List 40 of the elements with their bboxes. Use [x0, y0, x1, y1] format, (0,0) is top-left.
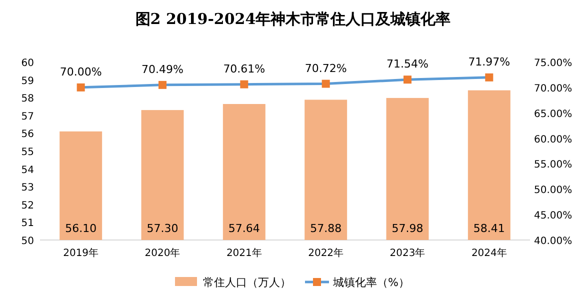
chart-title: 图2 2019-2024年神木市常住人口及城镇化率 — [135, 10, 451, 28]
data-label: 57.98 — [392, 222, 424, 235]
data-label: 58.41 — [473, 222, 505, 235]
data-label: 56.10 — [65, 222, 97, 235]
y2-tick-label: 75.00% — [534, 58, 572, 69]
y-tick-label: 55 — [21, 147, 34, 158]
x-tick-label: 2024年 — [471, 247, 507, 259]
y-tick-label: 54 — [21, 164, 34, 176]
y2-tick-label: 70.00% — [534, 83, 572, 94]
y2-tick-label: 55.00% — [534, 160, 572, 171]
data-label: 71.54% — [386, 58, 428, 71]
data-label: 70.61% — [223, 62, 266, 76]
y-tick-label: 56 — [21, 129, 34, 140]
x-tick-label: 2023年 — [390, 247, 426, 259]
y-tick-label: 53 — [21, 182, 34, 194]
y2-tick-label: 50.00% — [534, 185, 572, 196]
x-tick-label: 2020年 — [144, 247, 180, 259]
legend-label: 常住人口（万人） — [203, 276, 291, 289]
y-tick-label: 59 — [21, 76, 34, 87]
data-label: 70.00% — [60, 65, 102, 78]
y2-tick-label: 65.00% — [534, 108, 572, 120]
y-tick-label: 60 — [21, 58, 34, 69]
x-tick-label: 2019年 — [63, 247, 99, 259]
y-tick-label: 50 — [21, 236, 34, 247]
y2-tick-label: 40.00% — [534, 236, 572, 247]
x-tick-label: 2022年 — [308, 247, 344, 259]
y2-tick-label: 45.00% — [534, 210, 572, 222]
y-tick-label: 58 — [21, 94, 34, 105]
y-tick-label: 51 — [21, 218, 34, 230]
y-tick-label: 52 — [21, 200, 34, 212]
y-tick-label: 57 — [21, 111, 34, 122]
data-label: 70.49% — [142, 62, 184, 76]
data-label: 57.30 — [146, 222, 178, 235]
data-label: 70.72% — [304, 62, 347, 75]
y2-tick-label: 60.00% — [534, 134, 572, 146]
data-label: 71.97% — [468, 55, 510, 68]
legend-label: 城镇化率（%） — [332, 276, 410, 289]
data-label: 57.88 — [310, 222, 342, 235]
data-label: 57.64 — [228, 222, 260, 235]
x-tick-label: 2021年 — [226, 247, 262, 259]
